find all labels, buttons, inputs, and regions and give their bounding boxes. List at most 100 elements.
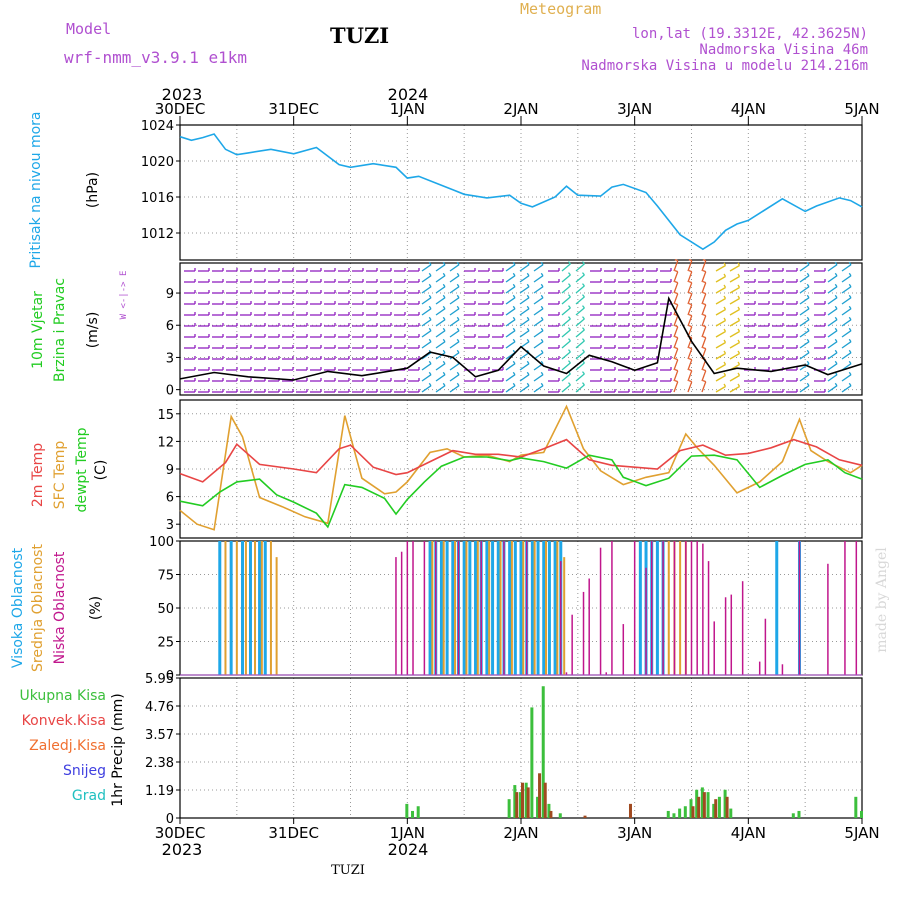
wind-barb-tick [688,303,692,306]
wind-barb-tick [702,325,706,328]
wind-barb-tick [737,383,741,387]
precip-bar [583,815,587,818]
wind-barb-tick [688,314,692,317]
wind-barb [533,330,544,338]
wind-barb-tick [702,292,706,295]
wind-barb [673,315,679,327]
wind-barb [841,330,852,338]
wind-barb [841,308,852,316]
meteogram-title: Meteogram [520,0,601,18]
day-label-top: 30DEC [155,100,206,118]
precip-bar [524,782,528,818]
wind-barb [575,274,585,283]
wind-barb-tick [456,294,460,299]
wind-barb-tick [442,261,446,266]
year-bottom-2024: 2024 [388,840,429,859]
wind-barb [435,264,446,272]
wind-barb-tick [512,327,516,332]
wind-barb-tick [526,305,530,310]
wind-barb-tick [512,272,516,277]
wind-barb-tick [428,371,432,376]
precip-bar [712,803,716,818]
wind-barb [575,384,585,393]
wind-barb-tick [702,314,706,317]
wind-barb [841,286,852,294]
wind-barb [505,363,516,371]
precip-bar [702,792,706,818]
wind-barb [421,341,432,349]
day-label-bottom: 4JAN [731,824,766,842]
day-label-bottom: 30DEC [155,824,206,842]
wind-barb [421,374,432,382]
wind-barb-tick [540,349,544,354]
wind-barb-tick [737,372,741,376]
wind-barb-tick [526,360,530,365]
wind-barb-tick [848,349,852,354]
wind-barb [687,315,693,327]
y-tick-label: 0 [166,669,174,684]
wind-barb [533,275,544,283]
precip-bar [411,810,415,818]
wind-barb-tick [568,316,571,320]
watermark: made by Angel [874,547,890,653]
wind-barb [715,352,726,360]
precip-bar [513,785,517,818]
wind-barb [715,319,726,327]
wind-barb-tick [512,338,516,343]
wind-barb [561,296,571,305]
legend-ukupna-kisa: Ukupna Kisa [19,688,106,704]
wind-barb [505,308,516,316]
wind-barb [533,319,544,327]
wind-barb-tick [540,283,544,288]
day-label-top: 3JAN [617,100,652,118]
wind-barb-tick [540,316,544,321]
wind-barb [575,307,585,316]
wind-barb [715,297,726,305]
wind-barb-tick [568,338,571,342]
wind-barb-tick [512,294,516,299]
wind-barb-tick [540,382,544,387]
wind-barb [701,337,707,349]
wind-barb-tick [568,327,571,331]
wind-barb-tick [723,383,727,387]
wind-barb [561,373,571,382]
wind-barb-tick [428,382,432,387]
wind-barb [729,319,740,327]
precip-bar [797,810,801,818]
wind-barb [449,286,460,294]
wind-barb [715,363,726,371]
wind-barb [435,363,446,371]
wind-barb-tick [428,261,432,266]
wind-barb-tick [702,347,706,350]
wind-barb [715,385,726,393]
wind-barb [533,352,544,360]
wind-barb [561,285,571,294]
wind-barb-tick [737,306,741,310]
y-tick-label: 9 [166,287,174,302]
wind-barb-tick [512,261,516,266]
wind-barb [715,264,726,272]
cloud-unit: (%) [88,596,104,620]
wind-barb [827,297,838,305]
wind-barb [701,381,707,393]
wind-barb-tick [442,327,446,332]
wind-barb [519,330,530,338]
wind-barb [687,271,693,283]
y-tick-label: 1012 [141,227,174,242]
day-label-top: 1JAN [390,100,425,118]
wind-barb [799,363,810,371]
wind-barb-tick [688,281,692,284]
precip-bar [729,808,733,818]
wind-barb-tick [526,327,530,332]
wind-barb-tick [442,338,446,343]
wind-barb-tick [723,262,727,266]
wind-barb [435,297,446,305]
panel-2-frame: 15 12 9 6 3 [157,399,863,539]
wind-barb-tick [674,347,678,350]
wind-barb-tick [688,292,692,295]
y-tick-label: 25 [157,636,174,651]
wind-barb [799,352,810,360]
wind-barb [729,264,740,272]
wind-barb-tick [428,338,432,343]
